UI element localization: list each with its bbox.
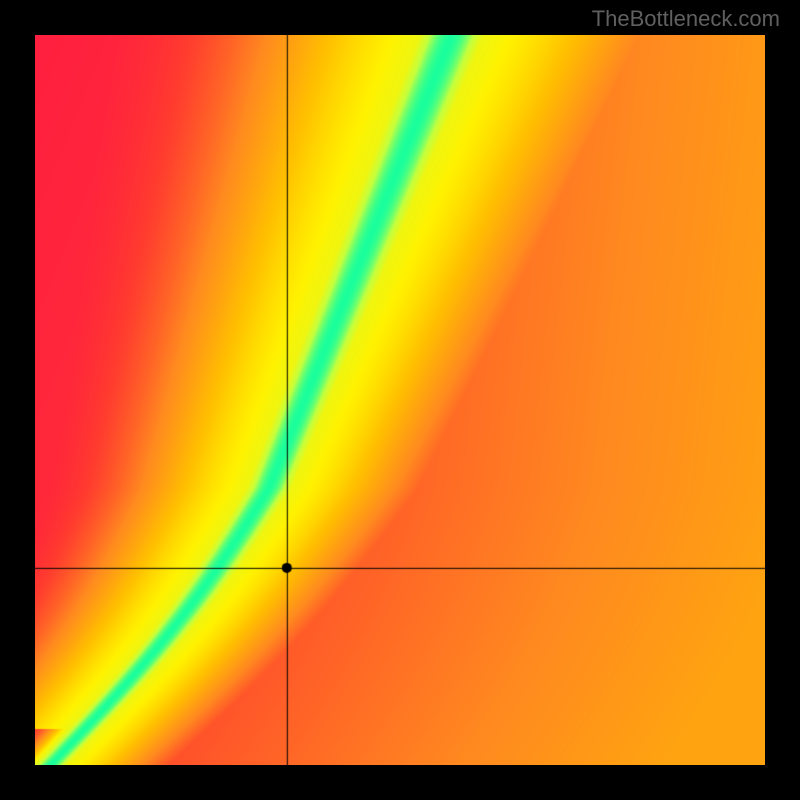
heatmap-canvas [35,35,765,765]
bottleneck-heatmap [35,35,765,765]
watermark-text: TheBottleneck.com [592,6,780,32]
